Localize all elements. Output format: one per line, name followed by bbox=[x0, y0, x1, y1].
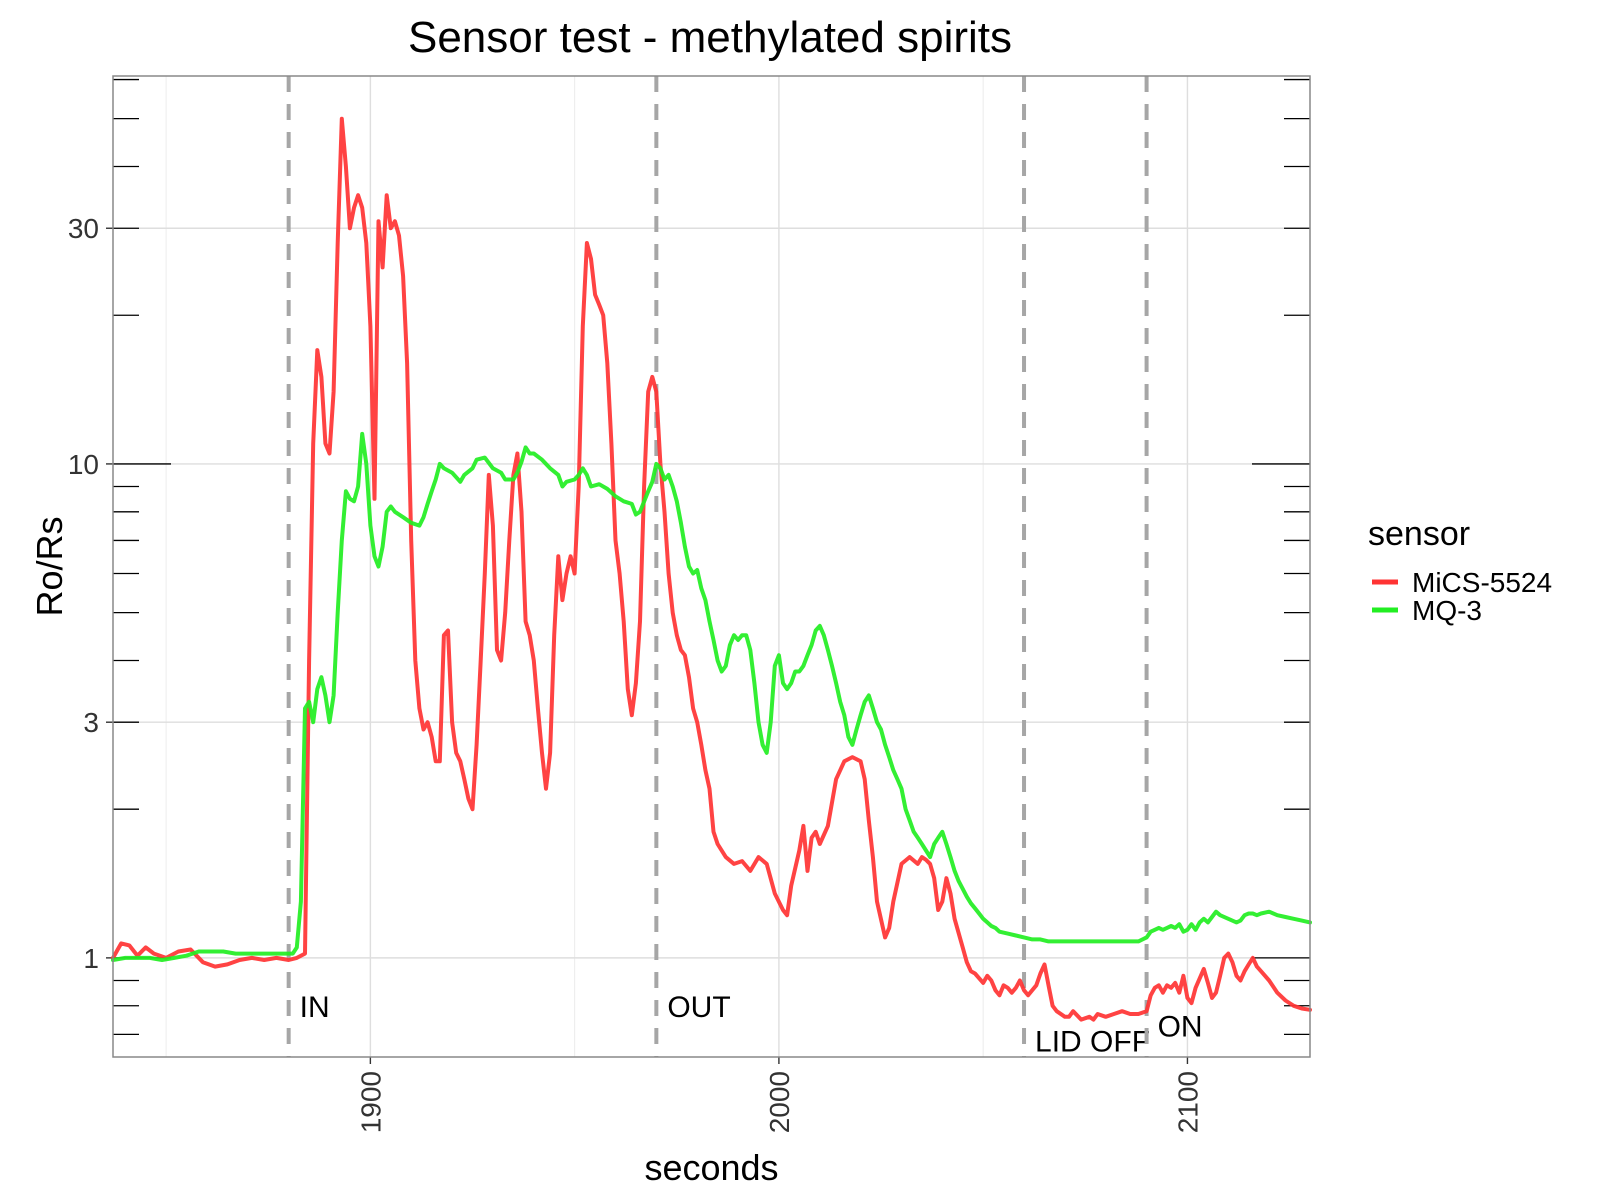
plot-grid bbox=[113, 76, 1310, 1057]
legend-label: MQ-3 bbox=[1412, 595, 1482, 626]
y-tick-label: 1 bbox=[83, 943, 99, 974]
legend-title: sensor bbox=[1368, 515, 1470, 553]
event-label: OUT bbox=[667, 991, 730, 1024]
x-tick-label: 1900 bbox=[355, 1071, 386, 1133]
legend-label: MiCS-5524 bbox=[1412, 567, 1552, 598]
x-tick-label: 2100 bbox=[1172, 1071, 1203, 1133]
event-label: ON bbox=[1158, 1010, 1203, 1043]
y-axis-title: Ro/Rs bbox=[29, 516, 70, 616]
tick-labels: 1 3 10 30 1900 2000 2100 bbox=[68, 213, 1204, 1133]
x-tick-label: 2000 bbox=[764, 1071, 795, 1133]
y-tick-label: 10 bbox=[68, 449, 99, 480]
series-lines bbox=[111, 116, 1312, 1022]
plot-panel-border bbox=[112, 75, 1311, 1058]
y-tick-label: 30 bbox=[68, 213, 99, 244]
y-tick-label: 3 bbox=[83, 707, 99, 738]
event-markers: IN OUT LID OFF ON bbox=[286, 76, 1203, 1059]
series-line bbox=[111, 116, 1312, 1022]
event-label: LID OFF bbox=[1035, 1026, 1150, 1059]
chart-title: Sensor test - methylated spirits bbox=[408, 13, 1012, 62]
event-label: IN bbox=[300, 991, 330, 1024]
series-line bbox=[111, 431, 1312, 962]
x-axis-title: seconds bbox=[644, 1147, 778, 1188]
